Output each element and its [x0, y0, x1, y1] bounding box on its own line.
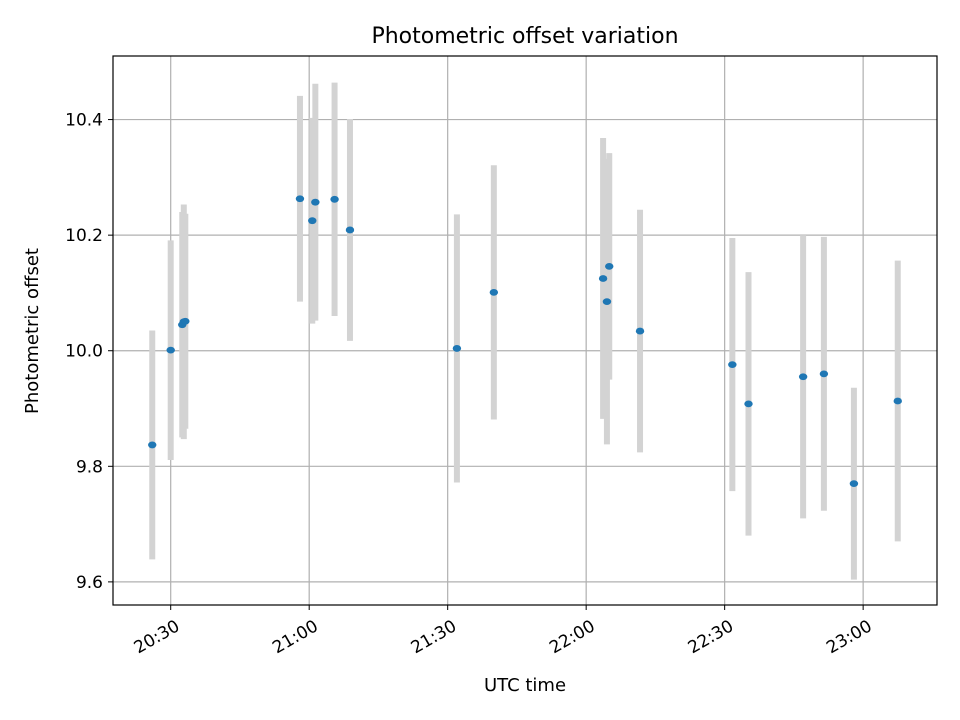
y-tick-label: 9.8: [76, 457, 103, 477]
data-point: [181, 317, 190, 325]
plot-frame: [112, 55, 938, 606]
x-axis-label: UTC time: [484, 675, 566, 696]
data-point: [489, 288, 499, 296]
data-point: [166, 346, 175, 354]
data-point: [798, 373, 808, 381]
y-tick-label: 9.6: [76, 573, 103, 593]
data-point: [602, 298, 612, 306]
data-point: [598, 275, 608, 282]
data-point: [635, 327, 645, 335]
y-tick-label: 10.4: [65, 111, 103, 131]
data-point: [452, 345, 462, 352]
y-tick-label: 10.0: [65, 342, 103, 362]
data-point: [295, 195, 305, 203]
data-points: [148, 195, 902, 488]
y-axis-ticks: 9.6 9.8 10.0 10.2 10.4: [65, 111, 113, 593]
data-point: [744, 400, 753, 408]
grid: [113, 56, 937, 605]
data-point: [345, 226, 355, 234]
data-point: [148, 441, 157, 449]
y-tick-label: 10.2: [65, 226, 103, 246]
data-point: [893, 397, 902, 405]
data-point: [311, 198, 320, 206]
data-point: [849, 480, 859, 488]
data-point: [330, 195, 339, 203]
chart-title: Photometric offset variation: [371, 24, 678, 49]
data-point: [308, 217, 317, 225]
data-point: [605, 262, 614, 270]
y-axis-label: Photometric offset: [22, 248, 43, 414]
data-point: [819, 370, 829, 378]
data-point: [728, 361, 737, 368]
